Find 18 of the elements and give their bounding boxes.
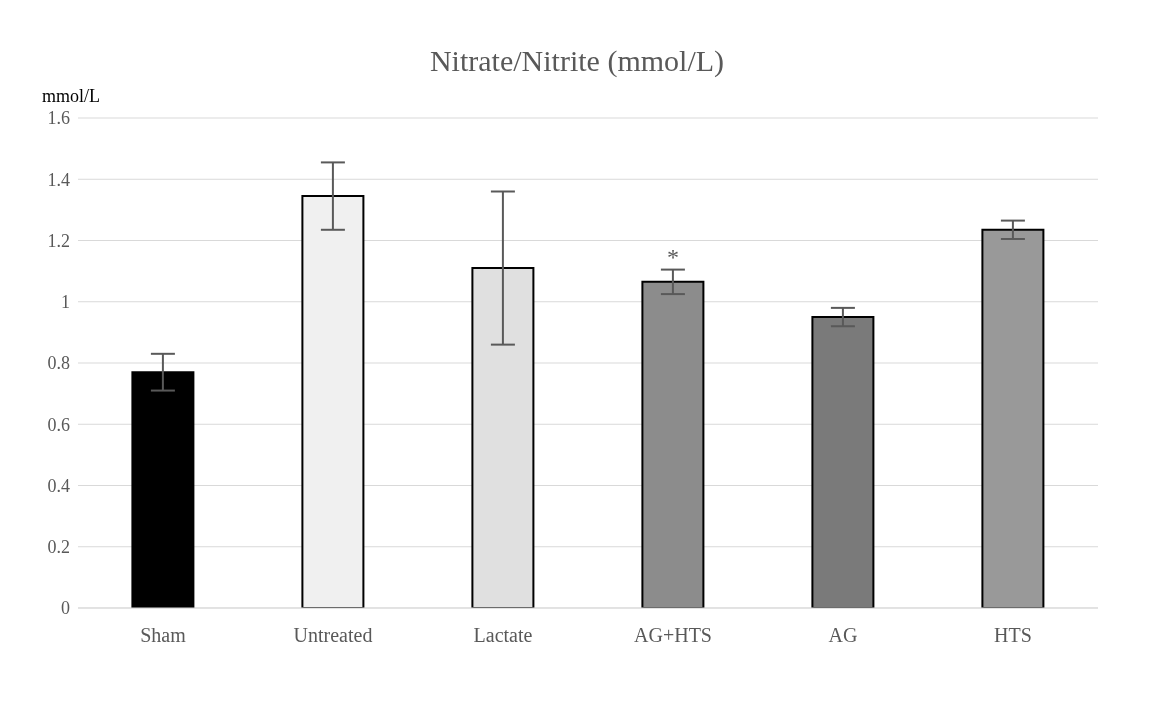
x-tick-label: AG+HTS	[634, 624, 712, 647]
annotation: *	[667, 243, 679, 270]
x-tick-label: HTS	[994, 624, 1032, 647]
y-tick-label: 0	[61, 598, 70, 619]
chart-title: Nitrate/Nitrite (mmol/L)	[429, 44, 725, 77]
y-tick-label: 1.6	[47, 108, 70, 129]
x-tick-label: AG	[828, 624, 858, 647]
x-tick-label: Lactate	[473, 624, 533, 647]
x-tick-label: Untreated	[293, 624, 373, 647]
y-tick-label: 1.4	[47, 169, 70, 190]
y-tick-label: 0.4	[47, 475, 70, 496]
y-tick-label: 1	[61, 292, 70, 313]
y-tick-label: 1.2	[47, 230, 70, 251]
y-tick-label: 0.2	[47, 537, 70, 558]
y-axis-title: mmol/L	[42, 86, 100, 107]
y-tick-label: 0.8	[47, 353, 70, 374]
y-tick-label: 0.6	[47, 414, 70, 435]
x-tick-label: Sham	[140, 624, 187, 647]
